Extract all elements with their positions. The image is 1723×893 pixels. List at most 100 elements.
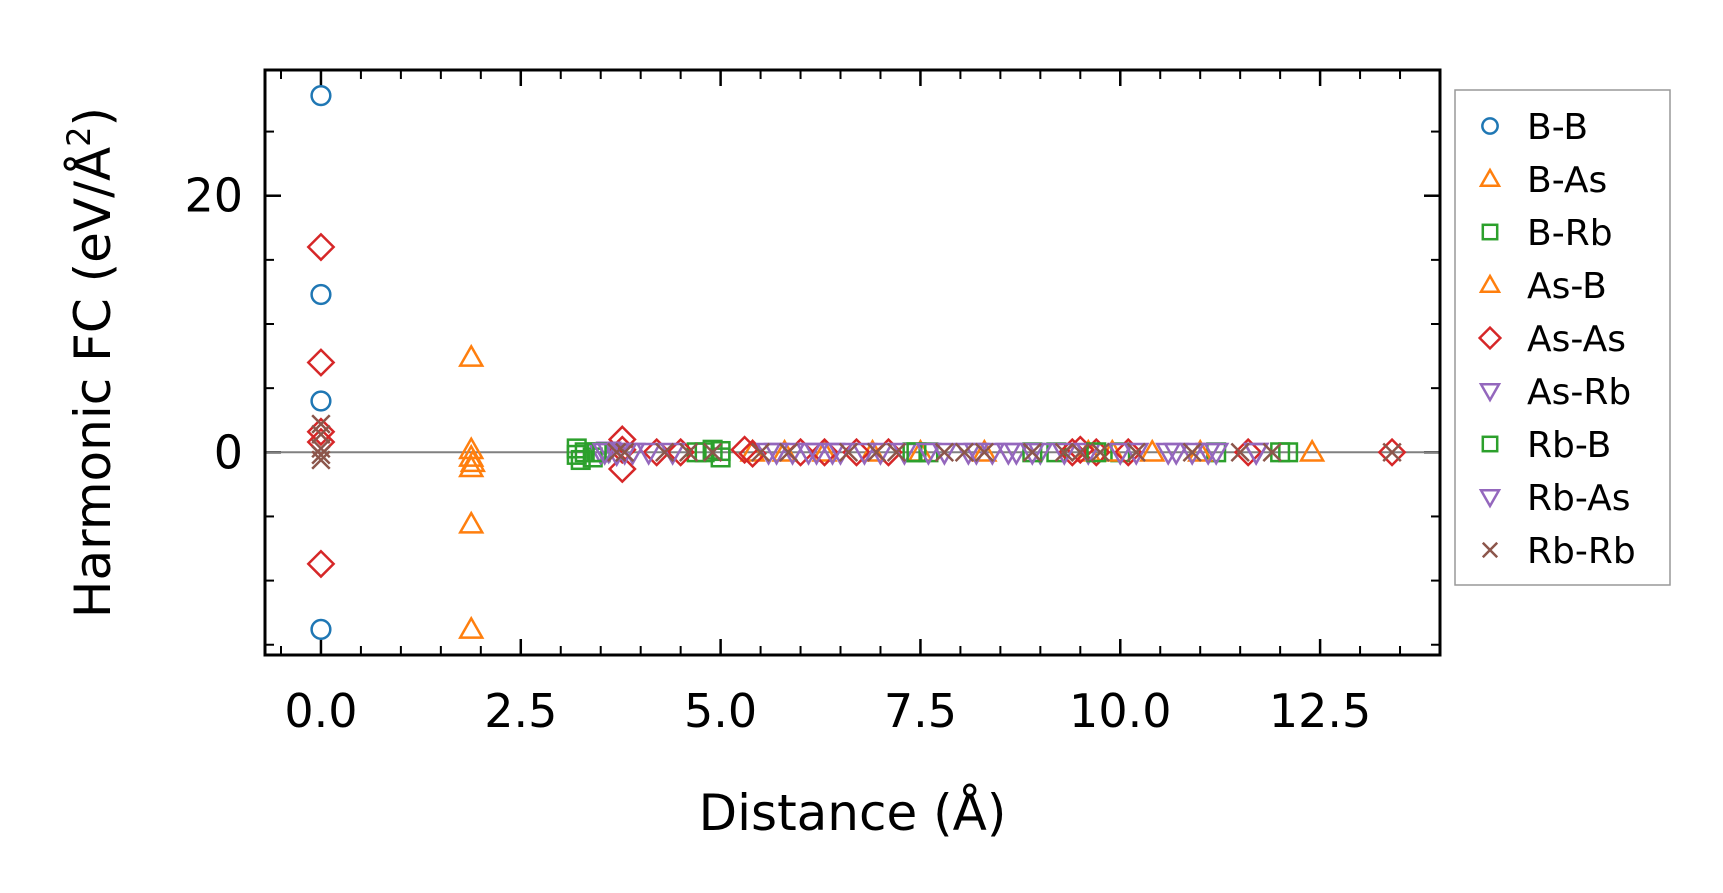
tick-labels: 0.0 2.5 5.0 7.5 10.0 12.5 0 20 [184,169,1371,738]
data-point [306,549,336,579]
data-point [931,442,958,466]
y-axis-label: Harmonic FC (eV/Å2) [60,107,122,618]
data-point [1113,437,1143,467]
data-point [1086,442,1107,463]
data-point [1054,442,1075,462]
data-point [1163,442,1190,466]
data-point [310,390,332,412]
data-point [306,348,336,377]
legend: B-B B-As B-Rb As-B As-As As-Rb Rb-B Rb-As Rb-Rb [1454,89,1671,586]
y-tick-label: 20 [184,169,243,223]
data-point [1233,437,1263,467]
x-tick-label: 0.0 [284,684,357,738]
data-point [311,424,331,445]
data-point [1182,442,1202,462]
legend-entry-label: As-As [1527,319,1626,360]
data-point [795,442,822,466]
data-point [1262,442,1282,462]
data-point [702,442,723,462]
x-tick-label: 12.5 [1269,684,1371,738]
data-point [591,442,618,466]
data-point [971,438,998,462]
data-point [1107,442,1134,466]
series-b-b [310,85,332,640]
legend-entry-label: Rb-Rb [1527,531,1636,572]
data-point [458,343,485,367]
legend-marker [1478,489,1502,509]
data-point [995,442,1022,466]
x-tick-label: 2.5 [484,684,557,738]
data-point [778,442,799,462]
x-tick-label: 7.5 [884,684,957,738]
legend-entry-label: As-B [1527,266,1607,307]
data-point [1019,442,1046,466]
data-point [886,442,907,462]
legend-entry-label: B-B [1527,107,1588,148]
legend-marker [1478,273,1502,293]
data-point [1022,442,1043,462]
data-point [459,449,486,473]
data-point [607,454,637,484]
data-point [1230,442,1250,462]
data-point [851,442,878,466]
data-point [811,438,838,462]
y-axis-label-close: ) [64,107,122,127]
data-point [654,442,675,462]
legend-entry-label: B-Rb [1527,213,1613,254]
data-point [1179,442,1206,466]
data-point [615,442,635,462]
data-point [1139,438,1166,462]
legend-marker [1478,383,1502,403]
legend-marker [1478,167,1502,187]
legend-entry-label: As-Rb [1527,372,1631,413]
data-point [1051,442,1078,466]
series-b-as [458,343,1326,639]
data-point [838,442,859,462]
data-point [607,442,627,462]
data-point [310,85,332,107]
data-point [866,442,887,462]
x-axis-label: Distance (Å) [699,784,1007,842]
data-point [310,618,332,640]
data-point [1070,442,1090,462]
series-as-as [306,232,1407,579]
x-tick-label: 10.0 [1069,684,1171,738]
data-point [311,450,331,470]
data-point [458,615,485,639]
legend-entry-label: Rb-As [1527,478,1630,519]
data-point [1090,442,1110,462]
legend-marker [1481,541,1499,559]
data-point [1382,442,1402,462]
data-point [306,232,336,262]
data-point [763,442,790,466]
legend-entry-label: Rb-B [1527,425,1611,466]
data-point [311,445,331,465]
data-point [458,510,485,534]
legend-marker [1481,117,1499,135]
legend-marker [1481,223,1499,241]
y-tick-label: 0 [214,425,243,479]
data-point [934,442,955,462]
data-point [666,437,696,467]
data-point [1377,437,1407,467]
data-point [954,442,975,462]
data-point [678,442,699,462]
legend-marker [1481,435,1499,453]
legend-entry-label: B-As [1527,160,1607,201]
data-point [1298,438,1326,462]
data-point [310,283,332,306]
data-point [1243,442,1270,466]
legend-marker [1477,325,1503,351]
data-point [635,442,662,466]
series-rb-rb [311,414,1402,470]
y-axis-label-superscript: 2 [60,126,98,146]
data-point [1195,442,1222,466]
data-point [1126,442,1146,462]
y-axis-label-main: Harmonic FC (eV/Å [64,147,122,618]
plot-frame [263,68,1442,657]
data-point [607,425,637,454]
data-point [915,442,942,466]
data-point [974,442,995,462]
